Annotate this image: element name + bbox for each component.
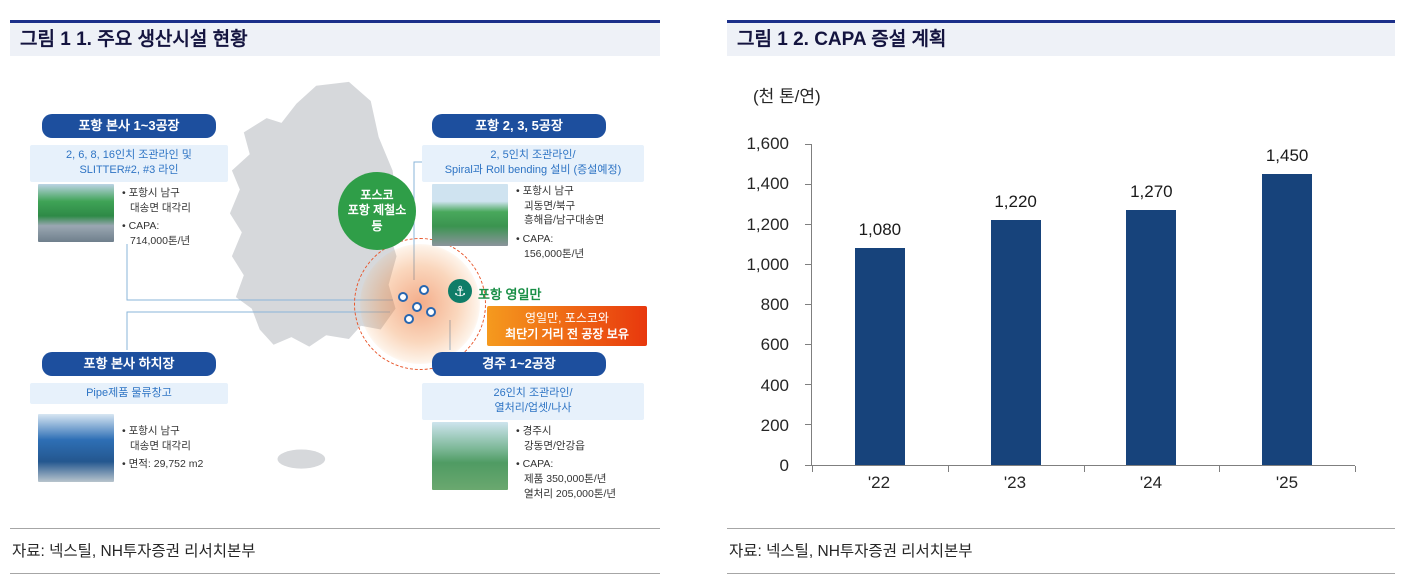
right-figure-source: 자료: 넥스틸, NH투자증권 리서치본부 (727, 528, 1395, 574)
callout-subtitle: 2, 5인치 조관라인/ Spiral과 Roll bending 설비 (증설… (422, 145, 644, 182)
plant-location-marker (412, 302, 422, 312)
left-figure-title: 그림 1 1. 주요 생산시설 현황 (10, 20, 660, 56)
x-tick-mark (947, 466, 949, 472)
y-tick-label: 1,000 (746, 254, 789, 274)
callout-details: 포항시 남구 대송면 대각리 면적: 29,752 m2 (122, 424, 230, 476)
detail-item: 면적: 29,752 m2 (122, 457, 230, 472)
detail-item: CAPA: 156,000톤/년 (516, 232, 644, 261)
bar-slot-23: 1,220 (948, 144, 1084, 465)
callout-subtitle: Pipe제품 물류창고 (30, 383, 228, 405)
highlight-line2: 최단기 거리 전 공장 보유 (505, 327, 629, 342)
bar-value-label: 1,220 (994, 192, 1037, 212)
factory-photo (432, 422, 508, 490)
y-tick-mark (805, 263, 811, 265)
x-tick-mark (1083, 466, 1085, 472)
y-tick-label: 1,200 (746, 214, 789, 234)
y-tick-label: 800 (760, 295, 789, 314)
bar-23 (990, 220, 1041, 465)
port-label: 포항 영일만 (478, 287, 542, 302)
callout-subtitle: 26인치 조관라인/ 열처리/업셋/나사 (422, 383, 644, 420)
callout-title: 포항 본사 하치장 (42, 352, 216, 376)
y-tick-mark (805, 464, 811, 466)
bar-slots: 1,080 1,220 1,270 1,450 (812, 144, 1355, 465)
bar-value-label: 1,450 (1265, 146, 1309, 166)
plant-location-marker (404, 314, 414, 324)
y-tick-mark (805, 223, 811, 225)
callout-title: 포항 본사 1~3공장 (42, 114, 216, 138)
bar-24 (1126, 210, 1177, 465)
callout-subtitle: 2, 6, 8, 16인치 조관라인 및 SLITTER#2, #3 라인 (30, 145, 228, 182)
detail-item: 포항시 남구 대송면 대각리 (122, 186, 230, 215)
warehouse-photo (38, 414, 114, 482)
x-category-label: '22 (867, 473, 891, 492)
y-tick-label: 200 (760, 415, 789, 435)
chart-unit-label: (천 톤/연) (753, 87, 821, 106)
chart-x-axis: '22 '23 '24 '25 (811, 473, 1355, 493)
callout-title: 포항 2, 3, 5공장 (432, 114, 606, 138)
posco-steelworks-badge: 포스코 포항 제철소 등 (338, 172, 416, 250)
y-tick-label: 1,400 (746, 174, 789, 194)
x-category-label: '25 (1275, 473, 1299, 492)
detail-item: 포항시 남구 대송면 대각리 (122, 424, 230, 453)
callout-details: 경주시 강동면/안강읍 CAPA: 제품 350,000톤/년 열처리 205,… (516, 424, 648, 505)
production-facility-map: 포항 본사 1~3공장 2, 6, 8, 16인치 조관라인 및 SLITTER… (10, 74, 660, 524)
bar-slot-24: 1,270 (1084, 144, 1220, 465)
x-tick-mark (1355, 466, 1356, 472)
callout-details: 포항시 남구 괴동면/북구 흥해읍/남구대송면 CAPA: 156,000톤/년 (516, 184, 644, 265)
anchor-icon: ⚓ (448, 279, 472, 303)
bar-22 (854, 248, 905, 465)
factory-photo (432, 184, 508, 246)
x-tick-mark (812, 466, 813, 472)
chart-plot-area: 1,080 1,220 1,270 1,450 (805, 143, 1356, 472)
highlight-line1: 영일만, 포스코와 (525, 311, 609, 325)
detail-item: 경주시 강동면/안강읍 (516, 424, 648, 453)
y-tick-label: 1,600 (746, 134, 789, 153)
callout-details: 포항시 남구 대송면 대각리 CAPA: 714,000톤/년 (122, 186, 230, 253)
x-category-label: '24 (1139, 473, 1163, 492)
proximity-highlight: 영일만, 포스코와 최단기 거리 전 공장 보유 (487, 306, 647, 346)
y-tick-label: 600 (760, 335, 789, 355)
y-tick-mark (805, 143, 811, 145)
factory-photo (38, 184, 114, 242)
bar-slot-22: 1,080 (812, 144, 948, 465)
detail-item: CAPA: 제품 350,000톤/년 열처리 205,000톤/년 (516, 457, 648, 501)
plant-location-marker (419, 285, 429, 295)
detail-item: CAPA: 714,000톤/년 (122, 219, 230, 248)
korea-map-silhouette (229, 81, 399, 469)
x-category-label: '23 (1003, 473, 1027, 492)
callout-title: 경주 1~2공장 (432, 352, 606, 376)
plant-location-marker (398, 292, 408, 302)
bar-value-label: 1,270 (1130, 182, 1173, 202)
y-tick-mark (805, 344, 811, 346)
right-figure-title: 그림 1 2. CAPA 증설 계획 (727, 20, 1395, 56)
bar-25 (1262, 174, 1313, 465)
y-tick-label: 400 (760, 375, 789, 395)
y-tick-mark (805, 183, 811, 185)
x-tick-mark (1219, 466, 1221, 472)
y-tick-label: 0 (779, 456, 789, 475)
right-figure-panel: 그림 1 2. CAPA 증설 계획 (천 톤/연) 0 200 400 600 800… (727, 20, 1395, 574)
plant-location-marker (426, 307, 436, 317)
capa-chart: (천 톤/연) 0 200 400 600 800 1,000 1,200 1,400 1,60… (727, 56, 1395, 528)
left-figure-content: 포항 본사 1~3공장 2, 6, 8, 16인치 조관라인 및 SLITTER… (10, 56, 660, 528)
y-tick-mark (805, 424, 811, 426)
bar-slot-25: 1,450 (1219, 144, 1355, 465)
bar-value-label: 1,080 (858, 220, 902, 240)
y-tick-mark (805, 304, 811, 305)
y-tick-mark (805, 384, 811, 386)
left-figure-panel: 그림 1 1. 주요 생산시설 현황 포항 본사 1~3공장 (10, 20, 660, 574)
left-figure-source: 자료: 넥스틸, NH투자증권 리서치본부 (10, 528, 660, 574)
detail-item: 포항시 남구 괴동면/북구 흥해읍/남구대송면 (516, 184, 644, 228)
pohang-dashed-ring (354, 238, 486, 370)
chart-y-axis: 0 200 400 600 800 1,000 1,200 1,400 1,600 (727, 134, 803, 475)
